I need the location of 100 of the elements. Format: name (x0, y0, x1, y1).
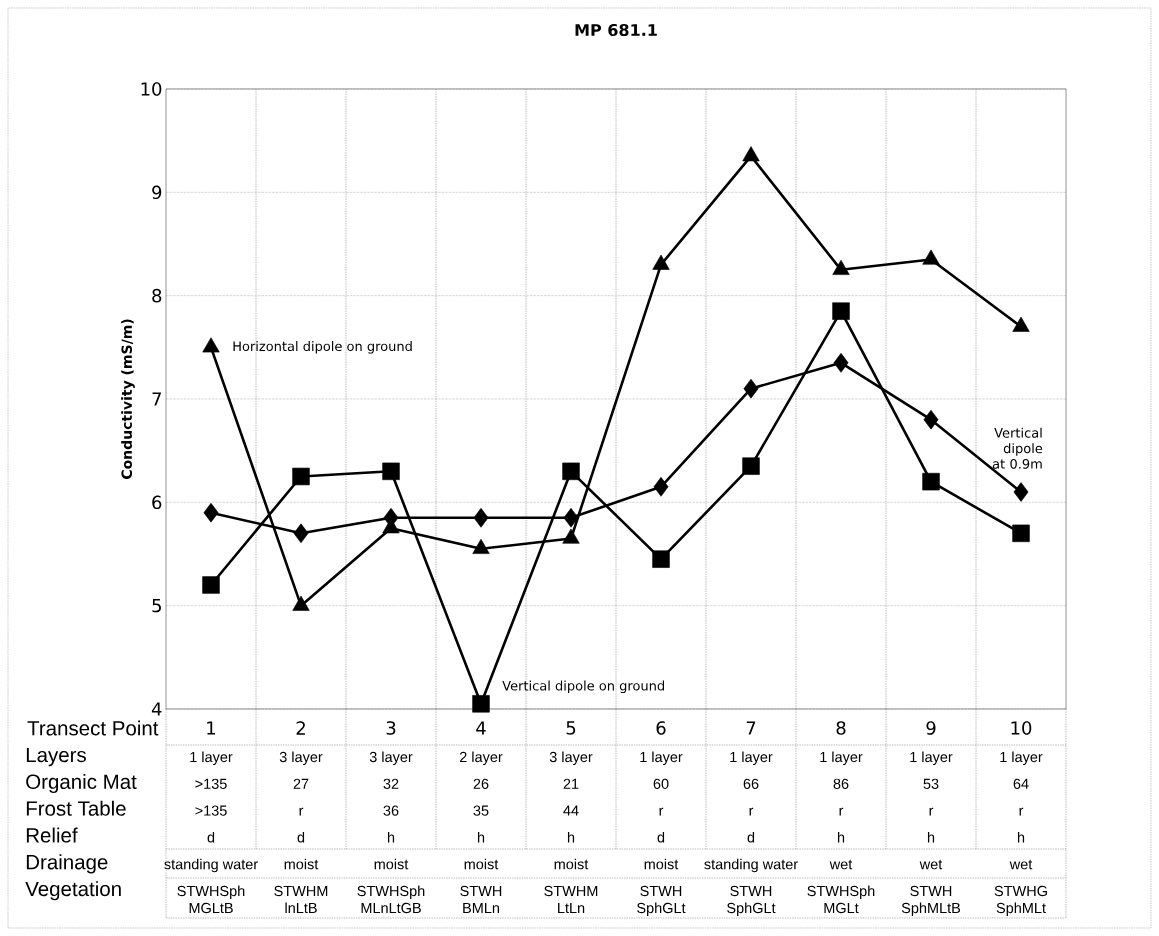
text: Organic Mat (26, 773, 137, 794)
text: STWHM LtLn (544, 885, 598, 914)
point (1012, 524, 1030, 543)
y-tick-label: 9 (152, 185, 162, 200)
series-label: Vertical dipole on ground (502, 680, 664, 694)
y-axis-title: Conductivity (mS/m) (121, 319, 135, 479)
text: h (1017, 831, 1025, 843)
x-tick-label: 5 (566, 721, 576, 735)
x-tick-label: 3 (386, 721, 396, 735)
text: Vegetation (25, 881, 121, 901)
text: 1 layer (730, 751, 773, 765)
text: STWH BMLn (460, 885, 502, 913)
point (292, 467, 310, 486)
text: 32 (383, 778, 399, 789)
text: h (567, 831, 575, 843)
y-tick-label: 10 (141, 82, 162, 96)
text: STWHSph MGLtB (177, 885, 245, 914)
text: 21 (563, 778, 579, 789)
text: r (929, 807, 934, 816)
text: STWHG SphMLt (994, 885, 1047, 916)
text: >135 (195, 778, 227, 789)
point (562, 462, 580, 481)
text: Drainage (26, 854, 108, 874)
text: moist (644, 858, 679, 870)
point (652, 550, 670, 568)
text: h (477, 831, 485, 843)
text: r (659, 807, 664, 816)
text: wet (919, 859, 943, 870)
text: STWH SphGLt (637, 885, 686, 916)
point (742, 146, 760, 162)
x-tick-label: 1 (207, 721, 216, 735)
text: STWHM lnLtB (274, 885, 328, 914)
text: r (839, 807, 844, 816)
text: 3 layer (369, 751, 413, 765)
point (1012, 316, 1030, 332)
point (922, 249, 940, 265)
x-tick-label: 4 (476, 721, 486, 735)
x-tick-label: 8 (836, 721, 846, 735)
text: h (927, 831, 935, 843)
point (922, 472, 940, 491)
point (833, 353, 849, 373)
text: r (749, 807, 754, 816)
text: d (297, 831, 305, 843)
y-tick-label: 6 (152, 495, 162, 510)
point (1013, 482, 1029, 502)
point (293, 523, 309, 544)
text: 3 layer (279, 751, 323, 765)
text: r (1019, 807, 1024, 816)
text: moist (284, 858, 319, 870)
text: h (837, 831, 845, 843)
text: 44 (563, 805, 579, 816)
x-tick-label: 9 (926, 721, 936, 735)
text: wet (829, 859, 853, 870)
text: wet (1009, 859, 1033, 870)
point (382, 462, 400, 481)
point (652, 254, 670, 270)
text: 26 (473, 778, 489, 789)
text: 1 layer (190, 751, 233, 765)
text: 36 (383, 805, 399, 816)
point (203, 502, 219, 523)
text: 35 (473, 805, 489, 816)
series-label: Horizontal dipole on ground (233, 341, 412, 354)
text: >135 (195, 805, 227, 816)
text: moist (464, 858, 499, 870)
text: Frost Table (26, 800, 126, 816)
series-label: Vertical dipole at 0.9m (992, 427, 1043, 469)
text: STWHSph MGLt (807, 885, 875, 914)
text: STWH SphMLtB (901, 885, 961, 916)
text: Layers (26, 747, 86, 767)
x-tick-label: 2 (296, 721, 305, 735)
text: 1 layer (820, 751, 863, 765)
text: STWHSph MLnLtGB (357, 885, 425, 914)
point (202, 337, 220, 353)
y-tick-label: 4 (151, 702, 162, 716)
text: standing water (164, 858, 258, 873)
text: r (299, 807, 304, 816)
text: d (747, 831, 755, 843)
text: d (657, 831, 665, 843)
text: 2 layer (459, 751, 503, 765)
y-tick-label: 7 (152, 392, 161, 406)
text: standing water (704, 858, 798, 873)
text: h (387, 831, 395, 843)
text: 53 (923, 778, 939, 789)
text: 1 layer (640, 751, 683, 765)
y-tick-label: 5 (152, 598, 161, 613)
text: d (207, 831, 215, 843)
text: 1 layer (910, 751, 953, 765)
point (923, 409, 939, 430)
point (742, 457, 760, 475)
text: moist (554, 858, 589, 870)
point (473, 508, 489, 528)
point (563, 508, 579, 528)
text: moist (374, 858, 409, 870)
point (743, 378, 759, 399)
x-tick-label: 6 (656, 721, 666, 735)
point (832, 302, 850, 320)
text: 60 (653, 778, 669, 789)
text: 3 layer (549, 751, 593, 765)
text: 64 (1013, 778, 1029, 789)
y-tick-label: 8 (152, 288, 162, 303)
